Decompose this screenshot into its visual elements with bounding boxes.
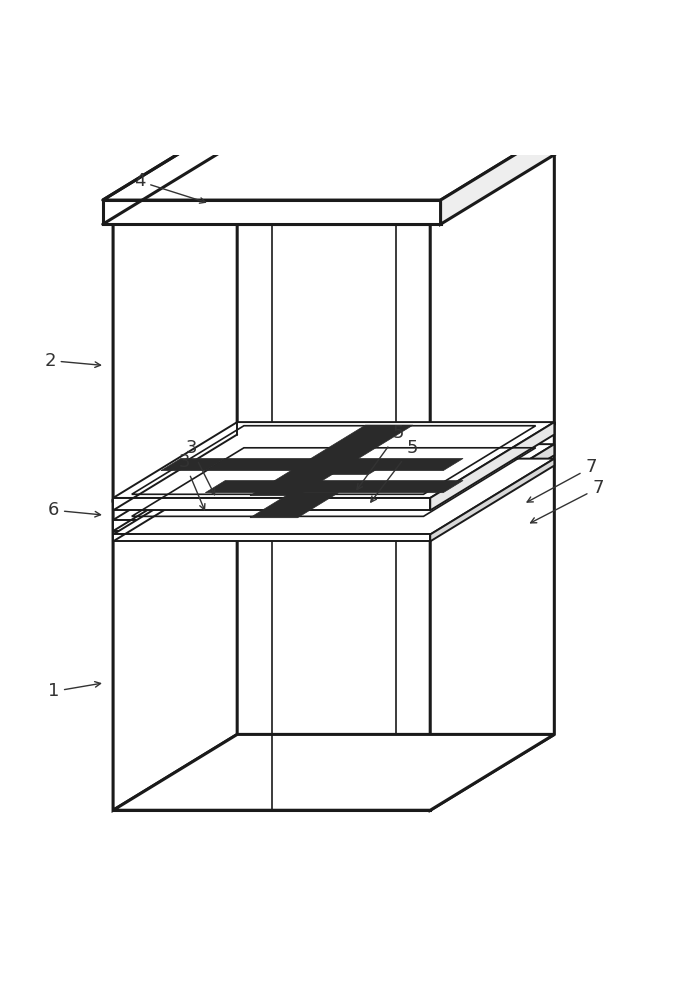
Text: 3: 3 — [186, 439, 215, 495]
Polygon shape — [250, 425, 413, 496]
Polygon shape — [441, 124, 564, 224]
Polygon shape — [205, 481, 463, 493]
Polygon shape — [113, 520, 430, 531]
Polygon shape — [113, 148, 555, 224]
Polygon shape — [113, 500, 430, 810]
Polygon shape — [113, 424, 237, 810]
Text: 2: 2 — [44, 352, 101, 370]
Text: 4: 4 — [133, 172, 206, 203]
Polygon shape — [113, 734, 555, 810]
Polygon shape — [161, 458, 225, 471]
Polygon shape — [430, 424, 555, 810]
Text: 6: 6 — [47, 501, 101, 519]
Polygon shape — [205, 458, 463, 471]
Polygon shape — [113, 534, 430, 541]
Text: 3: 3 — [179, 453, 205, 510]
Polygon shape — [430, 148, 555, 500]
Polygon shape — [113, 224, 430, 500]
Polygon shape — [103, 200, 441, 224]
Text: 7: 7 — [527, 458, 597, 502]
Polygon shape — [113, 422, 555, 498]
Polygon shape — [321, 459, 393, 474]
Text: 1: 1 — [47, 682, 101, 700]
Polygon shape — [113, 148, 237, 500]
Polygon shape — [113, 459, 555, 534]
Text: 5: 5 — [357, 424, 404, 490]
Polygon shape — [113, 444, 555, 520]
Polygon shape — [113, 498, 430, 510]
Polygon shape — [250, 493, 338, 518]
Text: 5: 5 — [371, 439, 418, 502]
Polygon shape — [103, 124, 564, 200]
Polygon shape — [430, 459, 555, 541]
Polygon shape — [430, 422, 555, 510]
Polygon shape — [430, 444, 555, 531]
Text: 7: 7 — [530, 479, 604, 523]
